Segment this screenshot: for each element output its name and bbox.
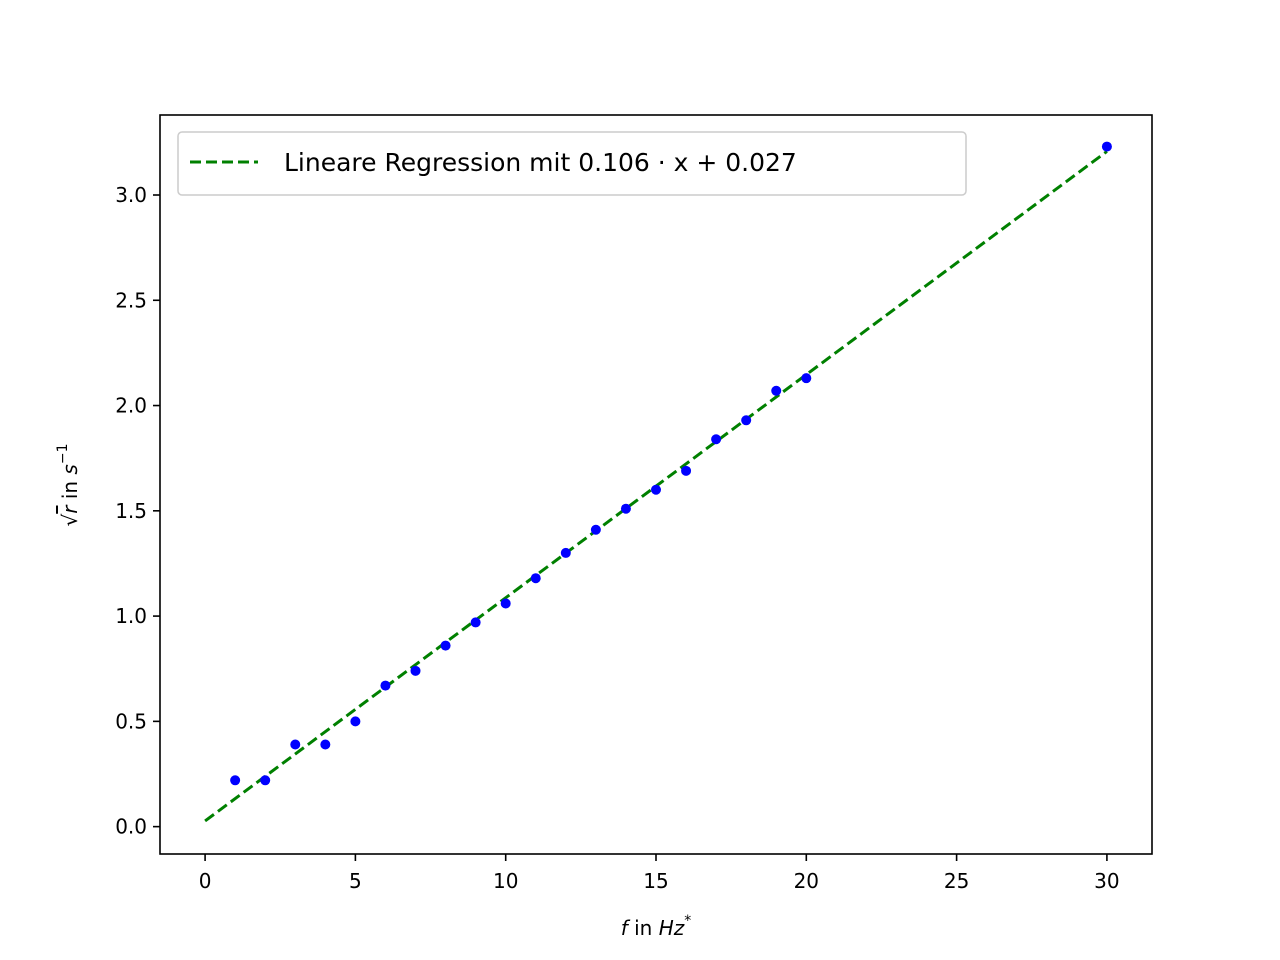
- legend: Lineare Regression mit 0.106 · x + 0.027: [177, 131, 967, 196]
- x-tick-label: 0: [199, 869, 212, 893]
- y-axis: 0.0 0.5 1.0 1.5 2.0 2.5 3.0: [115, 183, 160, 839]
- data-point: [741, 415, 752, 426]
- data-point: [1101, 141, 1112, 152]
- data-point: [290, 739, 301, 750]
- data-point: [500, 598, 511, 609]
- y-tick-label: 2.5: [115, 288, 147, 312]
- data-point: [560, 547, 571, 558]
- data-point: [590, 524, 601, 535]
- data-point: [530, 573, 541, 584]
- data-point: [620, 503, 631, 514]
- data-point: [711, 434, 722, 445]
- data-point: [681, 465, 692, 476]
- plot-area: [159, 114, 1153, 855]
- y-tick-label: 0.5: [115, 709, 147, 733]
- x-tick-label: 15: [643, 869, 668, 893]
- x-tick-label: 5: [349, 869, 362, 893]
- y-tick-label: 1.0: [115, 604, 147, 628]
- data-point: [410, 665, 421, 676]
- y-tick-label: 0.0: [115, 815, 147, 839]
- data-point: [801, 373, 812, 384]
- x-tick-label: 20: [794, 869, 819, 893]
- x-tick-label: 30: [1094, 869, 1119, 893]
- legend-label: Lineare Regression mit 0.106 · x + 0.027: [284, 148, 797, 177]
- x-axis: 0 5 10 15 20 25 30: [199, 854, 1120, 893]
- y-tick-label: 3.0: [115, 183, 147, 207]
- x-tick-label: 10: [493, 869, 518, 893]
- data-point: [380, 680, 391, 691]
- y-tick-label: 2.0: [115, 394, 147, 418]
- x-tick-label: 25: [944, 869, 969, 893]
- legend-box: [177, 131, 967, 196]
- data-point: [260, 775, 271, 786]
- data-point: [651, 484, 661, 495]
- data-point: [350, 716, 361, 727]
- y-axis-title: √r in s−1: [55, 444, 82, 527]
- x-axis-title: f in Hz*: [621, 913, 692, 940]
- data-point: [470, 617, 481, 628]
- data-point: [440, 640, 451, 651]
- data-point: [771, 385, 782, 396]
- data-point: [230, 775, 241, 786]
- y-tick-label: 1.5: [115, 499, 147, 523]
- data-point: [320, 739, 331, 750]
